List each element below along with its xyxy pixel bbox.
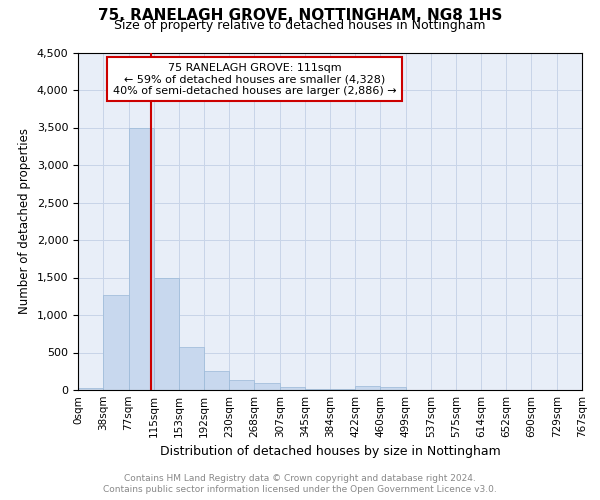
Bar xyxy=(331,389,355,390)
Bar xyxy=(103,294,128,390)
Text: Size of property relative to detached houses in Nottingham: Size of property relative to detached ho… xyxy=(114,18,486,32)
Bar xyxy=(154,278,179,390)
Bar xyxy=(254,383,280,390)
Bar xyxy=(78,388,103,390)
Text: 75, RANELAGH GROVE, NOTTINGHAM, NG8 1HS: 75, RANELAGH GROVE, NOTTINGHAM, NG8 1HS xyxy=(98,8,502,22)
X-axis label: Distribution of detached houses by size in Nottingham: Distribution of detached houses by size … xyxy=(160,446,500,458)
Bar xyxy=(280,387,305,390)
Bar xyxy=(229,380,254,390)
Bar xyxy=(355,386,380,390)
Y-axis label: Number of detached properties: Number of detached properties xyxy=(18,128,31,314)
Bar xyxy=(305,388,331,390)
Bar xyxy=(204,371,229,390)
Bar xyxy=(380,386,406,390)
Text: Contains HM Land Registry data © Crown copyright and database right 2024.
Contai: Contains HM Land Registry data © Crown c… xyxy=(103,474,497,494)
Bar xyxy=(128,128,154,390)
Text: 75 RANELAGH GROVE: 111sqm
← 59% of detached houses are smaller (4,328)
40% of se: 75 RANELAGH GROVE: 111sqm ← 59% of detac… xyxy=(113,62,396,96)
Bar xyxy=(179,346,204,390)
